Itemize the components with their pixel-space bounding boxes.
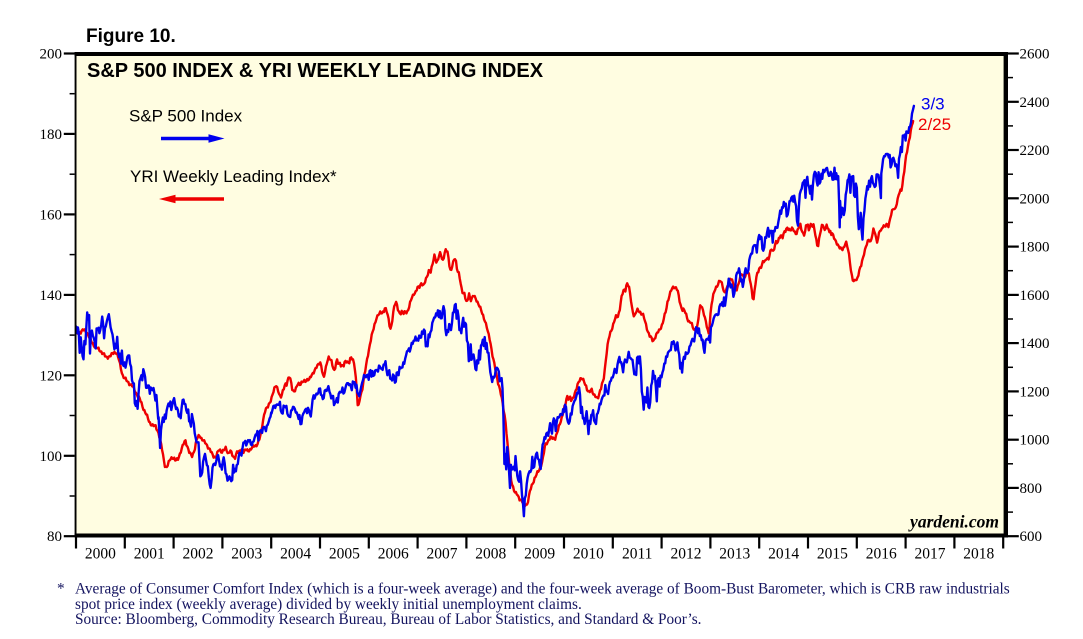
svg-text:2000: 2000 bbox=[1020, 191, 1050, 207]
svg-text:2001: 2001 bbox=[134, 546, 165, 563]
svg-text:2600: 2600 bbox=[1020, 47, 1050, 63]
svg-text:1400: 1400 bbox=[1020, 336, 1050, 352]
svg-text:600: 600 bbox=[1020, 529, 1043, 545]
svg-text:1000: 1000 bbox=[1020, 433, 1050, 449]
svg-text:2018: 2018 bbox=[963, 546, 994, 563]
svg-text:2007: 2007 bbox=[427, 546, 458, 563]
svg-text:2013: 2013 bbox=[719, 546, 750, 563]
svg-text:120: 120 bbox=[40, 368, 63, 384]
svg-text:2011: 2011 bbox=[622, 546, 652, 563]
svg-text:800: 800 bbox=[1020, 481, 1043, 497]
svg-text:1200: 1200 bbox=[1020, 384, 1050, 400]
svg-text:1600: 1600 bbox=[1020, 288, 1050, 304]
svg-text:2005: 2005 bbox=[329, 546, 360, 563]
svg-text:100: 100 bbox=[40, 449, 63, 465]
svg-text:2000: 2000 bbox=[85, 546, 116, 563]
svg-text:YRI Weekly Leading Index*: YRI Weekly Leading Index* bbox=[130, 167, 337, 186]
svg-text:*: * bbox=[57, 581, 65, 598]
svg-text:2006: 2006 bbox=[378, 546, 409, 563]
svg-text:spot price index (weekly avera: spot price index (weekly average) divide… bbox=[75, 596, 582, 613]
svg-text:2017: 2017 bbox=[915, 546, 946, 563]
svg-text:2002: 2002 bbox=[183, 546, 214, 563]
svg-text:2014: 2014 bbox=[768, 546, 799, 563]
svg-text:80: 80 bbox=[47, 529, 62, 545]
svg-text:2009: 2009 bbox=[524, 546, 555, 563]
svg-text:1800: 1800 bbox=[1020, 240, 1050, 256]
svg-text:2004: 2004 bbox=[280, 546, 311, 563]
svg-text:140: 140 bbox=[40, 288, 63, 304]
svg-text:160: 160 bbox=[40, 207, 63, 223]
svg-text:3/3: 3/3 bbox=[921, 95, 945, 114]
svg-text:2008: 2008 bbox=[475, 546, 506, 563]
svg-text:2003: 2003 bbox=[231, 546, 262, 563]
svg-text:2010: 2010 bbox=[573, 546, 604, 563]
svg-text:2200: 2200 bbox=[1020, 143, 1050, 159]
svg-text:Figure 10.: Figure 10. bbox=[86, 26, 176, 47]
svg-text:2016: 2016 bbox=[866, 546, 897, 563]
svg-text:2400: 2400 bbox=[1020, 95, 1050, 111]
svg-text:Average of Consumer Comfort In: Average of Consumer Comfort Index (which… bbox=[75, 581, 1010, 598]
svg-text:Source: Bloomberg, Commodity R: Source: Bloomberg, Commodity Research Bu… bbox=[75, 611, 702, 628]
svg-text:S&P 500 INDEX & YRI WEEKLY LEA: S&P 500 INDEX & YRI WEEKLY LEADING INDEX bbox=[87, 60, 544, 82]
svg-text:200: 200 bbox=[40, 47, 63, 63]
svg-text:S&P 500 Index: S&P 500 Index bbox=[129, 106, 243, 125]
svg-text:2015: 2015 bbox=[817, 546, 848, 563]
svg-text:2012: 2012 bbox=[671, 546, 702, 563]
svg-text:180: 180 bbox=[40, 127, 63, 143]
svg-text:2/25: 2/25 bbox=[918, 115, 951, 134]
svg-text:yardeni.com: yardeni.com bbox=[908, 512, 999, 532]
